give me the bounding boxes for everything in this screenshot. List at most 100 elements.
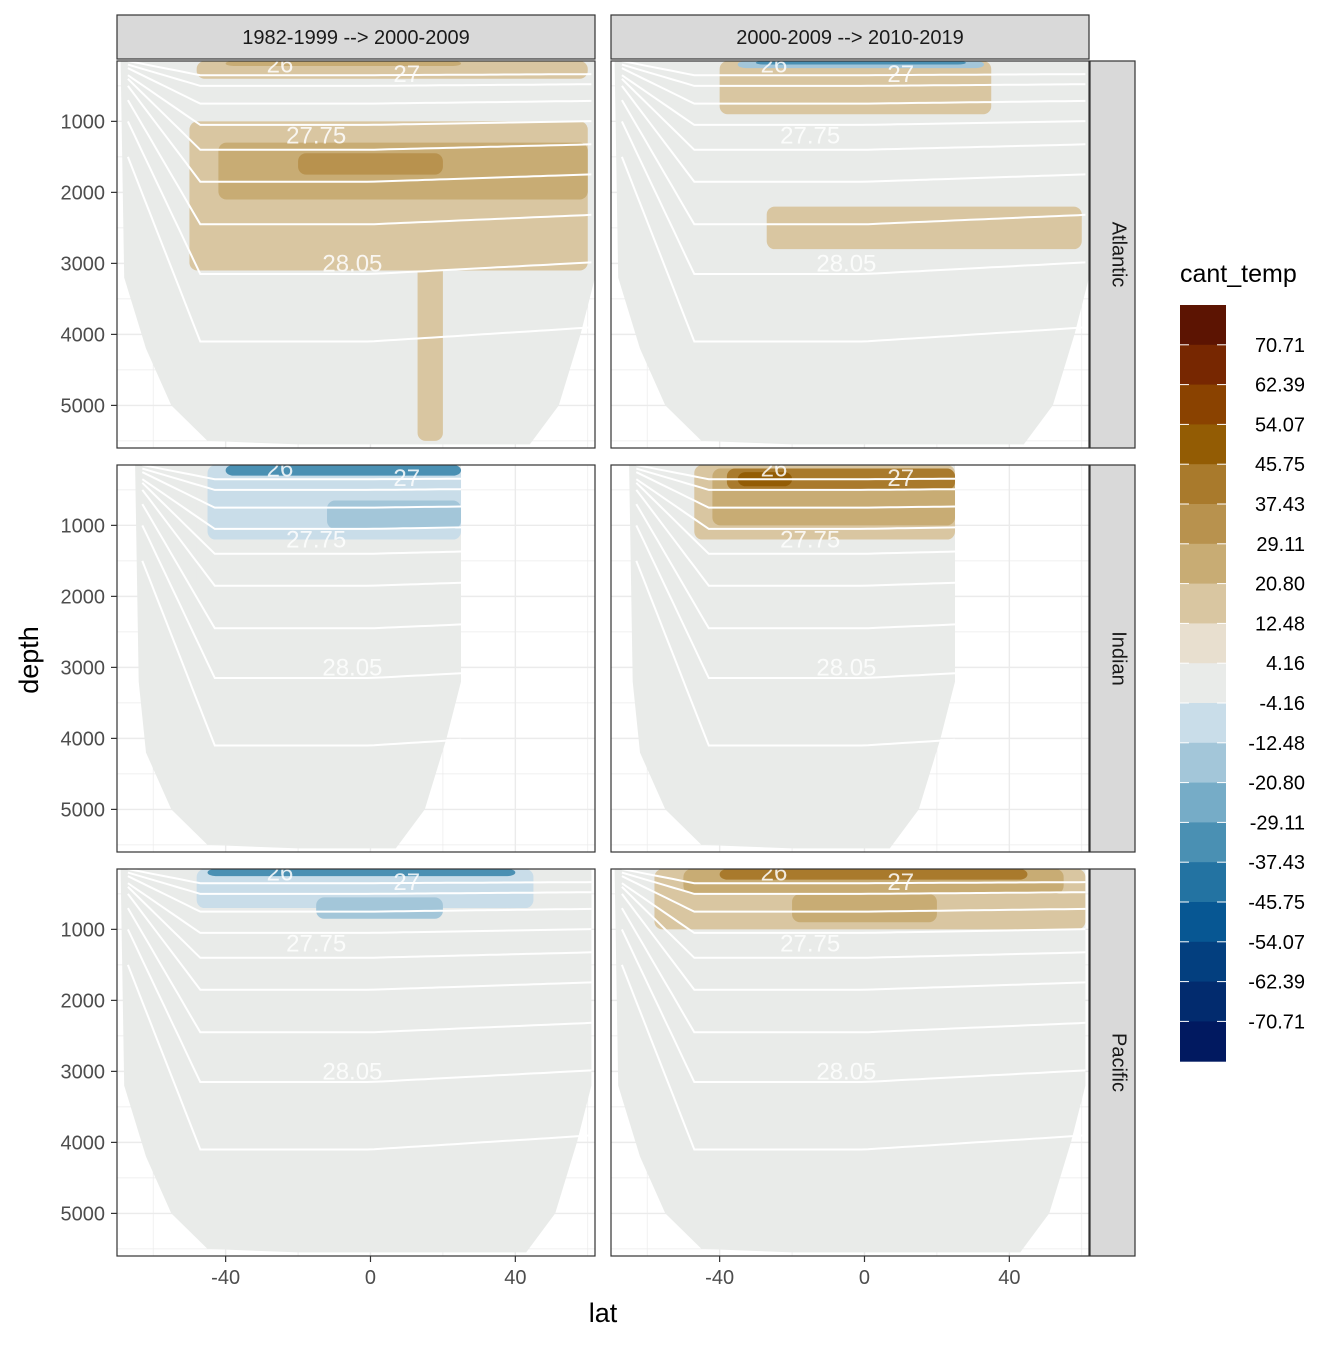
isopycnal-label: 27.75 bbox=[286, 931, 346, 958]
anomaly-band bbox=[225, 465, 462, 476]
y-tick-label: 1000 bbox=[61, 111, 106, 133]
isopycnal-line bbox=[635, 482, 956, 555]
isopycnal-line bbox=[621, 893, 1086, 991]
isopycnal-line bbox=[127, 63, 592, 87]
legend-swatch bbox=[1180, 464, 1226, 505]
isopycnal-line bbox=[621, 907, 1086, 1034]
isopycnal-line bbox=[127, 875, 592, 913]
isopycnal-line bbox=[621, 882, 1086, 934]
isopycnal-label: 28.05 bbox=[816, 654, 876, 681]
isopycnal-line bbox=[126, 120, 592, 275]
row-strip-label: Atlantic bbox=[1108, 222, 1130, 288]
column-strip-label: 1982-1999 --> 2000-2009 bbox=[242, 27, 469, 49]
anomaly-band bbox=[298, 153, 443, 175]
y-tick-label: 4000 bbox=[61, 1132, 106, 1154]
isopycnal-line bbox=[635, 560, 956, 747]
facet-panels: 26 27 27.75 28.05 26 27 27.75 28.05 26 27 27.75 28.… bbox=[116, 52, 1090, 1257]
isopycnal-line bbox=[127, 78, 592, 151]
isopycnal-line bbox=[127, 886, 592, 959]
anomaly-band bbox=[316, 897, 443, 919]
legend-label: 29.11 bbox=[1256, 534, 1305, 556]
isopycnal-line bbox=[620, 156, 1086, 343]
x-axis-title: lat bbox=[589, 1298, 618, 1328]
anomaly-band bbox=[417, 263, 443, 441]
anomaly-band bbox=[225, 61, 462, 66]
isopycnal-line bbox=[126, 964, 592, 1151]
isopycnal-line bbox=[621, 99, 1086, 226]
isopycnal-label: 28.05 bbox=[322, 1058, 382, 1085]
panel-border bbox=[610, 464, 1090, 853]
isopycnal-line bbox=[126, 156, 592, 343]
row-strip bbox=[1089, 464, 1136, 853]
y-tick-label: 2000 bbox=[61, 586, 106, 608]
isopycnal-label: 26 bbox=[761, 860, 788, 887]
legend: cant_temp 70.71 62.39 54.07 45.75 37.43 29.11… bbox=[1180, 260, 1305, 1062]
isopycnal-line bbox=[141, 471, 462, 509]
isopycnal-label: 27 bbox=[887, 869, 914, 896]
isopycnal-label: 27.75 bbox=[286, 123, 346, 150]
isopycnal-label: 27.75 bbox=[780, 123, 840, 150]
anomaly-band bbox=[766, 206, 1082, 250]
y-tick-label: 1000 bbox=[61, 515, 106, 537]
y-tick-label: 5000 bbox=[61, 799, 106, 821]
isopycnal-label: 28.05 bbox=[816, 250, 876, 277]
legend-label: -70.71 bbox=[1248, 1011, 1305, 1033]
x-tick-label: 0 bbox=[859, 1267, 870, 1289]
x-tick-label: -40 bbox=[211, 1267, 240, 1289]
legend-label: 45.75 bbox=[1255, 454, 1305, 476]
isopycnal-line bbox=[127, 882, 592, 934]
ocean-section bbox=[614, 61, 1089, 445]
legend-label: 70.71 bbox=[1255, 335, 1305, 357]
y-tick-label: 5000 bbox=[61, 395, 106, 417]
legend-swatch bbox=[1180, 902, 1226, 943]
legend-label: 62.39 bbox=[1255, 375, 1305, 397]
isopycnal-label: 27 bbox=[393, 61, 420, 88]
isopycnal-line bbox=[620, 928, 1086, 1083]
isopycnal-label: 28.05 bbox=[322, 250, 382, 277]
legend-label: -45.75 bbox=[1248, 892, 1305, 914]
legend-label: -20.80 bbox=[1248, 773, 1305, 795]
legend-swatch bbox=[1180, 504, 1226, 545]
legend-label: -54.07 bbox=[1248, 932, 1305, 954]
legend-swatch bbox=[1180, 623, 1226, 664]
isopycnal-line bbox=[635, 471, 956, 509]
legend-label: -37.43 bbox=[1248, 852, 1305, 874]
isopycnal-line bbox=[621, 63, 1086, 87]
isopycnal-line bbox=[127, 871, 592, 895]
y-tick-label: 2000 bbox=[61, 990, 106, 1012]
legend-swatch bbox=[1180, 981, 1226, 1022]
anomaly-band bbox=[719, 869, 1028, 880]
isopycnal-label: 27 bbox=[887, 61, 914, 88]
column-strip bbox=[610, 14, 1090, 60]
row-strip-label: Pacific bbox=[1108, 1033, 1130, 1092]
isopycnal-label: 28.05 bbox=[322, 654, 382, 681]
legend-label: -4.16 bbox=[1259, 693, 1305, 715]
isopycnal-line bbox=[127, 907, 592, 1034]
y-tick-label: 5000 bbox=[61, 1203, 106, 1225]
isopycnal-line bbox=[127, 85, 592, 183]
isopycnal-line bbox=[620, 964, 1086, 1151]
isopycnal-line bbox=[621, 67, 1086, 105]
axes: 1000200030004000500010002000300040005000… bbox=[61, 111, 1021, 1289]
legend-swatch bbox=[1180, 1021, 1226, 1062]
legend-swatch bbox=[1180, 742, 1226, 784]
ocean-section bbox=[629, 465, 955, 849]
legend-swatch bbox=[1180, 424, 1226, 465]
anomaly-band bbox=[327, 500, 462, 529]
legend-label: -62.39 bbox=[1248, 972, 1305, 994]
legend-label: -29.11 bbox=[1250, 812, 1305, 834]
isopycnal-label: 27 bbox=[393, 869, 420, 896]
y-tick-label: 3000 bbox=[61, 253, 106, 275]
panel-border bbox=[116, 868, 596, 1257]
legend-swatch bbox=[1180, 583, 1226, 624]
isopycnal-line bbox=[635, 503, 956, 630]
legend-swatch bbox=[1180, 941, 1226, 983]
y-tick-label: 3000 bbox=[61, 1061, 106, 1083]
isopycnal-label: 26 bbox=[267, 456, 294, 483]
legend-label: 54.07 bbox=[1255, 414, 1305, 436]
legend-swatch bbox=[1180, 703, 1226, 744]
isopycnal-line bbox=[127, 868, 592, 885]
y-tick-label: 3000 bbox=[61, 657, 106, 679]
legend-swatch bbox=[1180, 862, 1226, 903]
